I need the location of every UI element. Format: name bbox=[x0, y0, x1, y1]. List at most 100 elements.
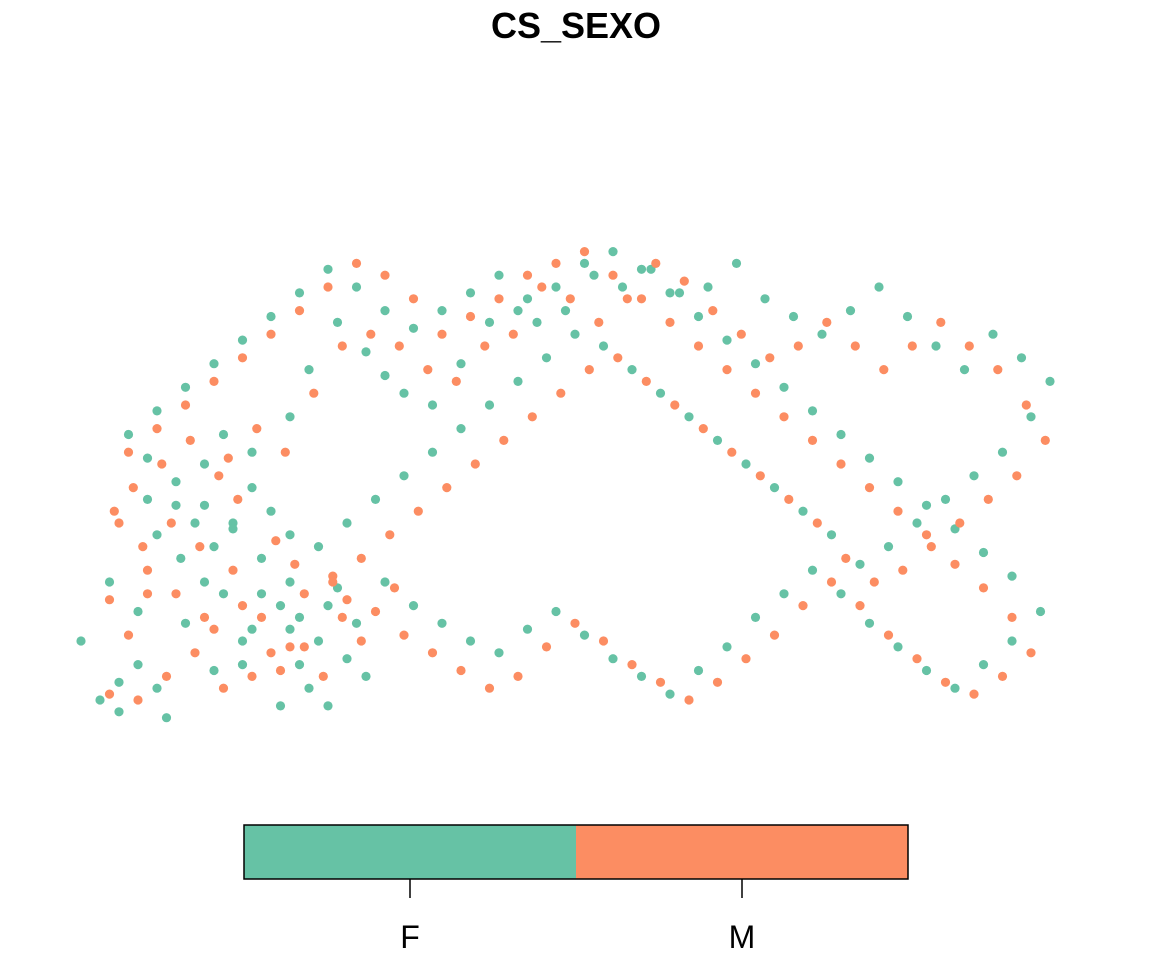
point-m-107 bbox=[940, 677, 951, 687]
point-m-126 bbox=[579, 247, 590, 257]
point-m-136 bbox=[294, 306, 305, 316]
point-m-133 bbox=[380, 270, 390, 280]
point-m-86 bbox=[299, 589, 309, 599]
point-f-101 bbox=[465, 636, 476, 646]
point-f-6 bbox=[161, 713, 172, 723]
point-m-35 bbox=[337, 341, 347, 351]
point-m-79 bbox=[499, 435, 509, 445]
point-m-130 bbox=[465, 311, 476, 322]
point-f-19 bbox=[323, 601, 333, 611]
point-m-32 bbox=[252, 424, 262, 434]
point-m-101 bbox=[769, 630, 780, 640]
point-m-37 bbox=[394, 341, 404, 351]
point-f-110 bbox=[722, 642, 732, 652]
point-m-20 bbox=[290, 559, 300, 569]
point-f-150 bbox=[209, 359, 219, 369]
point-f-131 bbox=[750, 359, 761, 369]
point-f-38 bbox=[285, 412, 295, 422]
point-f-77 bbox=[741, 459, 751, 469]
point-f-57 bbox=[788, 311, 799, 322]
point-f-84 bbox=[541, 353, 552, 363]
point-m-110 bbox=[1026, 648, 1036, 658]
point-f-115 bbox=[864, 618, 875, 628]
point-f-156 bbox=[199, 500, 210, 510]
point-f-99 bbox=[408, 601, 419, 611]
point-m-27 bbox=[109, 506, 119, 516]
point-m-98 bbox=[684, 695, 694, 705]
point-f-146 bbox=[323, 264, 333, 274]
point-m-5 bbox=[247, 671, 257, 682]
legend-tick-label-f: F bbox=[400, 919, 420, 955]
point-f-46 bbox=[484, 317, 495, 327]
point-m-25 bbox=[157, 459, 167, 469]
point-m-139 bbox=[209, 376, 219, 386]
point-f-8 bbox=[237, 636, 248, 646]
point-m-40 bbox=[480, 341, 490, 351]
point-f-32 bbox=[142, 494, 153, 504]
point-m-47 bbox=[679, 276, 689, 286]
point-f-112 bbox=[779, 589, 789, 599]
point-f-100 bbox=[437, 618, 447, 628]
point-m-59 bbox=[1021, 400, 1031, 410]
point-m-118 bbox=[807, 435, 818, 445]
point-m-88 bbox=[399, 630, 409, 640]
point-m-28 bbox=[138, 542, 148, 552]
point-m-83 bbox=[385, 530, 395, 540]
point-f-143 bbox=[408, 323, 419, 333]
point-f-47 bbox=[513, 306, 523, 316]
point-m-75 bbox=[613, 353, 623, 363]
point-f-89 bbox=[399, 471, 409, 481]
point-f-39 bbox=[304, 365, 314, 375]
point-m-108 bbox=[969, 689, 979, 699]
point-m-7 bbox=[123, 630, 134, 640]
point-f-3 bbox=[180, 618, 191, 628]
point-m-51 bbox=[793, 341, 803, 351]
point-m-97 bbox=[655, 677, 666, 687]
point-f-87 bbox=[456, 424, 466, 434]
point-f-67 bbox=[1026, 412, 1036, 422]
point-m-95 bbox=[598, 636, 609, 646]
point-f-129 bbox=[807, 406, 818, 416]
point-f-18 bbox=[313, 636, 324, 646]
legend-colorbar: F M bbox=[243, 824, 909, 955]
point-m-105 bbox=[883, 630, 894, 640]
point-m-54 bbox=[879, 365, 889, 375]
point-f-109 bbox=[693, 665, 704, 676]
point-f-61 bbox=[902, 311, 913, 322]
point-m-116 bbox=[864, 483, 875, 493]
point-f-40 bbox=[332, 317, 343, 327]
point-f-82 bbox=[598, 341, 609, 351]
point-m-69 bbox=[784, 494, 794, 504]
point-f-148 bbox=[266, 311, 276, 322]
point-f-15 bbox=[294, 660, 305, 670]
point-m-81 bbox=[442, 483, 452, 493]
point-m-4 bbox=[218, 683, 229, 693]
point-m-120 bbox=[750, 388, 761, 398]
point-f-78 bbox=[712, 435, 723, 445]
point-f-23 bbox=[361, 671, 371, 682]
point-f-133 bbox=[693, 311, 704, 322]
point-f-144 bbox=[380, 306, 390, 316]
point-m-57 bbox=[964, 341, 974, 351]
point-f-73 bbox=[855, 559, 865, 569]
point-f-74 bbox=[826, 530, 837, 540]
point-f-53 bbox=[674, 288, 685, 298]
point-f-11 bbox=[76, 636, 86, 646]
point-f-9 bbox=[218, 589, 229, 599]
point-f-21 bbox=[351, 618, 362, 628]
point-f-90 bbox=[370, 494, 381, 504]
point-f-123 bbox=[978, 547, 989, 558]
point-f-44 bbox=[427, 400, 438, 410]
point-f-79 bbox=[684, 412, 694, 422]
point-f-31 bbox=[152, 530, 162, 540]
point-f-70 bbox=[940, 494, 951, 504]
point-f-13 bbox=[247, 624, 257, 634]
point-f-139 bbox=[522, 294, 533, 304]
point-f-62 bbox=[931, 341, 941, 351]
point-f-27 bbox=[237, 660, 248, 670]
point-f-97 bbox=[256, 553, 267, 564]
point-f-122 bbox=[1007, 571, 1017, 581]
point-f-65 bbox=[1016, 353, 1027, 363]
point-m-85 bbox=[328, 577, 338, 587]
point-m-60 bbox=[1040, 435, 1050, 445]
